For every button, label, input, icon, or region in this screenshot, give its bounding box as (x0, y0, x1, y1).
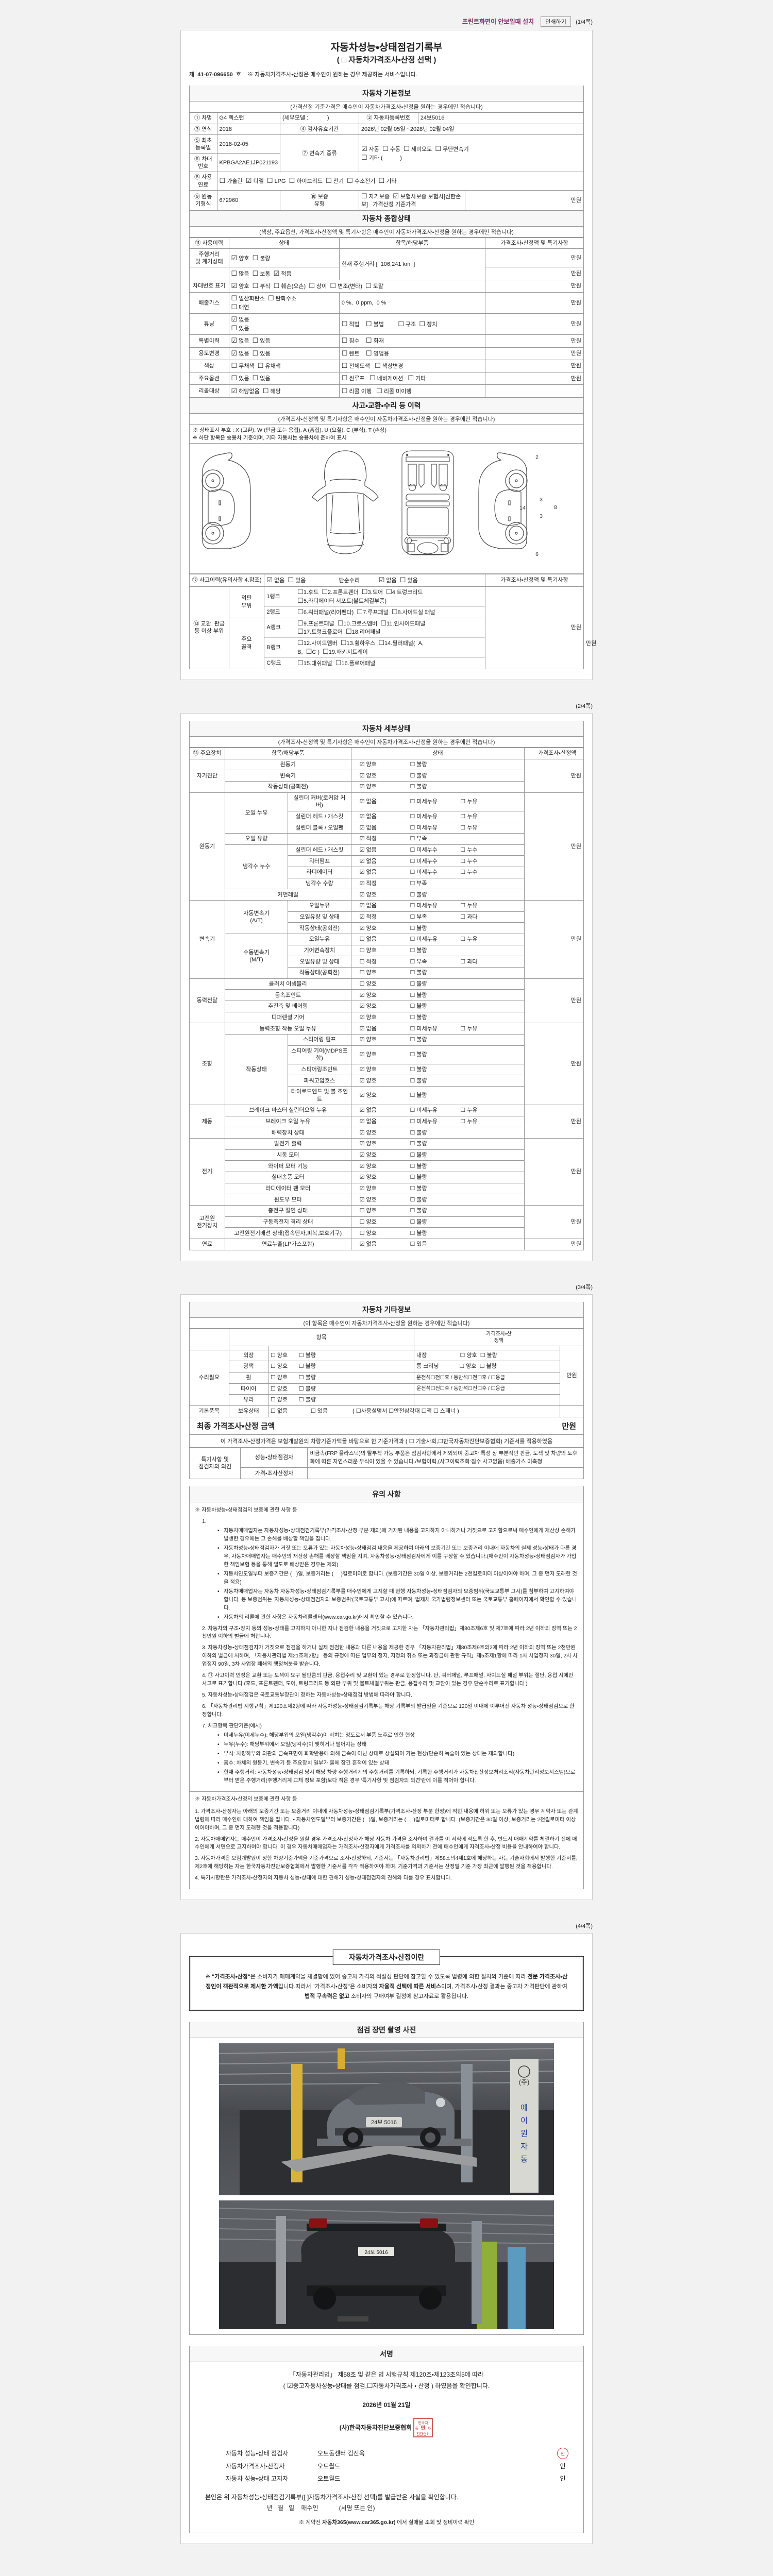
svg-text:8: 8 (554, 504, 557, 511)
svg-text:6: 6 (535, 551, 539, 557)
svg-text:동: 동 (415, 2427, 419, 2431)
svg-text:14: 14 (519, 505, 526, 511)
svg-text:6: 6 (211, 551, 214, 557)
svg-text:2: 2 (535, 454, 539, 461)
svg-text:자: 자 (520, 2142, 528, 2151)
svg-text:차: 차 (428, 2426, 431, 2431)
svg-text:동: 동 (520, 2155, 528, 2164)
svg-text:24보 5016: 24보 5016 (371, 2119, 397, 2126)
svg-text:(주): (주) (519, 2078, 530, 2086)
svg-text:3: 3 (540, 497, 543, 503)
svg-text:한국자: 한국자 (418, 2420, 429, 2425)
svg-text:원: 원 (520, 2129, 528, 2138)
svg-text:에: 에 (520, 2104, 528, 2112)
svg-text:24보 5016: 24보 5016 (364, 2249, 388, 2256)
svg-text:진단협회: 진단협회 (416, 2432, 430, 2436)
svg-text:민: 민 (421, 2425, 426, 2431)
svg-text:3: 3 (540, 513, 543, 519)
svg-text:18: 18 (425, 554, 431, 561)
svg-text:4: 4 (344, 557, 347, 564)
svg-text:이: 이 (520, 2116, 528, 2125)
